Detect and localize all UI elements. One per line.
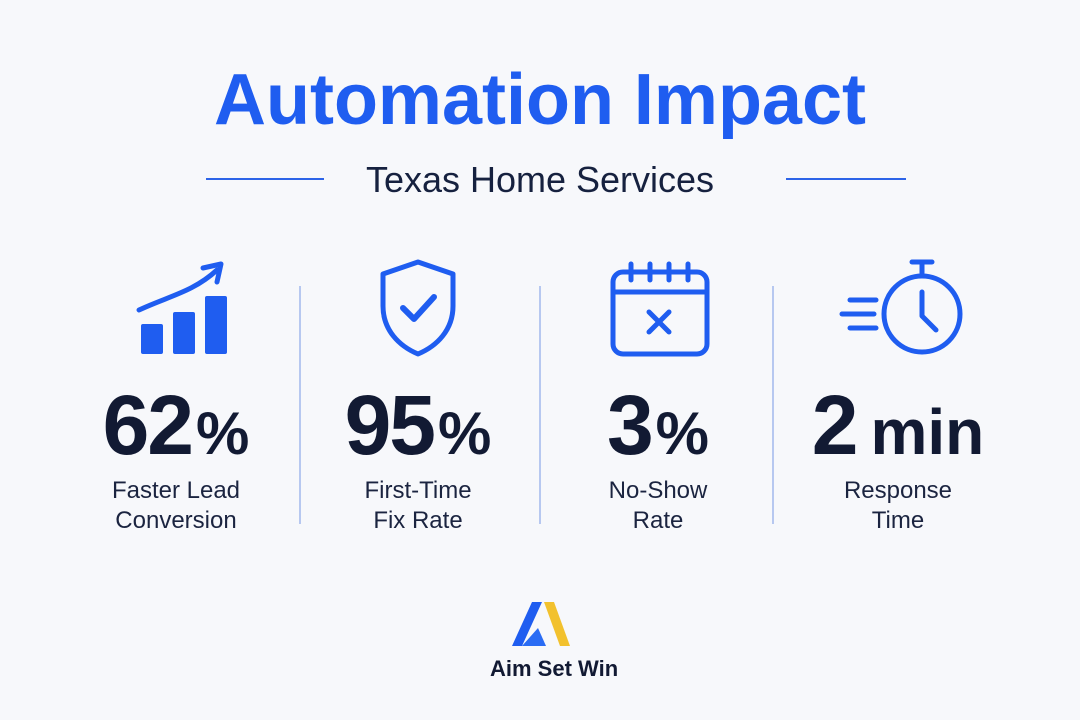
stat-label: First-Time Fix Rate (364, 477, 472, 534)
stat-value: 62% (56, 382, 296, 468)
page-subtitle: Texas Home Services (365, 159, 715, 200)
growth-chart-icon (136, 261, 227, 354)
stat-value: 2 min (778, 382, 1018, 468)
page-title: Automation Impact (213, 60, 866, 140)
stat-value: 95% (298, 382, 538, 468)
stat-label: No-Show Rate (608, 477, 708, 534)
subtitle-rule-right (786, 178, 906, 180)
brand-mark-icon (512, 602, 570, 646)
brand-logo: Aim Set Win (490, 598, 619, 682)
stat-number: 2 (811, 378, 859, 472)
brand-name: Aim Set Win (490, 656, 619, 681)
shield-check-icon (380, 259, 456, 357)
stat-unit: % (196, 400, 250, 467)
stat-unit: min (870, 396, 985, 468)
column-divider (772, 286, 774, 524)
stat-number: 3 (606, 378, 654, 472)
stat-lead-conversion: 62% Faster Lead Conversion (56, 256, 296, 536)
stopwatch-icon (839, 259, 963, 355)
column-divider (299, 286, 301, 524)
stat-label: Response Time (843, 477, 953, 534)
subtitle-row: Texas Home Services (0, 158, 1080, 202)
stat-first-time-fix: 95% First-Time Fix Rate (298, 256, 538, 536)
stat-no-show: 3% No-Show Rate (538, 256, 778, 536)
calendar-x-icon (610, 261, 710, 357)
column-divider (539, 286, 541, 524)
stat-unit: % (438, 400, 492, 467)
stat-label: Faster Lead Conversion (111, 477, 241, 534)
stat-unit: % (655, 400, 710, 467)
stat-number: 62 (102, 378, 194, 472)
stat-response-time: 2 min Response Time (778, 256, 1018, 536)
subtitle-rule-left (206, 178, 324, 180)
stat-value: 3% (538, 382, 778, 468)
stat-number: 95 (344, 378, 436, 472)
